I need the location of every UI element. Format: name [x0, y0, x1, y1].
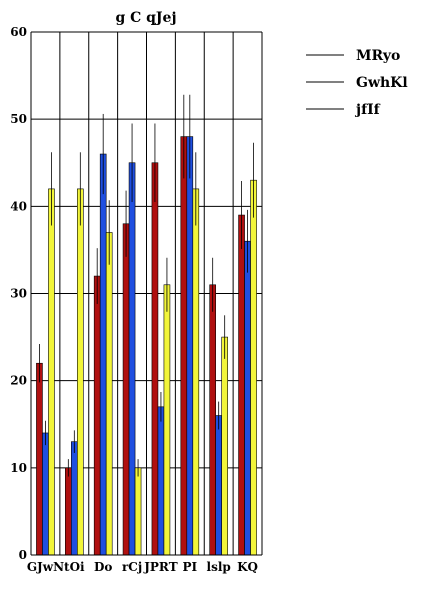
axes: 0 10 20 30 40 50 60 GJwN tOi Do rCj JPRT PI lslp KQ [10, 25, 262, 574]
bar-jfIf-GJwN [48, 188, 55, 556]
bar-MRyo-JPRT [151, 162, 159, 556]
bar-MRyo-rCj [122, 223, 130, 556]
bars [36, 136, 257, 556]
y-tick-label: 40 [10, 199, 27, 213]
bar-MRyo-lslp [209, 284, 216, 556]
y-tick-label: 50 [10, 112, 27, 126]
bar-GwhKl-lslp [215, 415, 222, 556]
bar-jfIf-KQ [250, 179, 257, 556]
bar-jfIf-Do [105, 232, 113, 556]
bar-jfIf-JPRT [163, 284, 171, 556]
bar-jfIf-PI [192, 188, 200, 556]
legend-label-MRyo: MRyo [356, 48, 400, 64]
bar-GwhKl-rCj [128, 162, 136, 556]
x-tick-label: PI [182, 560, 197, 574]
bar-GwhKl-GJwN [42, 432, 49, 556]
bar-GwhKl-KQ [244, 240, 251, 556]
x-tick-label: KQ [237, 560, 258, 574]
legend: MRyo GwhKl jfIf [306, 48, 408, 118]
y-tick-label: 10 [10, 461, 27, 475]
x-tick-label: JPRT [143, 560, 177, 574]
error-bars [39, 94, 254, 477]
x-tick-label: tOi [64, 560, 85, 574]
bar-jfIf-rCj [134, 467, 142, 556]
x-tick-label: rCj [122, 560, 142, 574]
legend-label-jfIf: jfIf [354, 102, 381, 118]
bar-jfIf-tOi [77, 188, 84, 556]
bar-MRyo-PI [180, 136, 188, 556]
y-tick-label: 60 [10, 25, 27, 39]
bar-GwhKl-JPRT [157, 406, 165, 556]
bar-MRyo-KQ [238, 214, 245, 556]
gridlines [30, 31, 263, 556]
bar-MRyo-tOi [65, 467, 72, 556]
x-tick-label: Do [94, 560, 112, 574]
x-tick-label: GJwN [27, 560, 64, 574]
bar-MRyo-Do [93, 275, 101, 556]
x-tick-label: lslp [207, 560, 231, 574]
y-tick-label: 30 [10, 287, 27, 301]
y-tick-label: 20 [10, 374, 27, 388]
bar-GwhKl-Do [99, 153, 107, 556]
legend-label-GwhKl: GwhKl [356, 75, 408, 91]
chart-title: g C qJej [115, 10, 176, 26]
bar-MRyo-GJwN [36, 362, 43, 556]
bar-GwhKl-PI [186, 136, 194, 556]
bar-GwhKl-tOi [71, 441, 78, 556]
y-tick-label: 0 [19, 548, 27, 562]
bar-jfIf-lslp [221, 336, 228, 556]
